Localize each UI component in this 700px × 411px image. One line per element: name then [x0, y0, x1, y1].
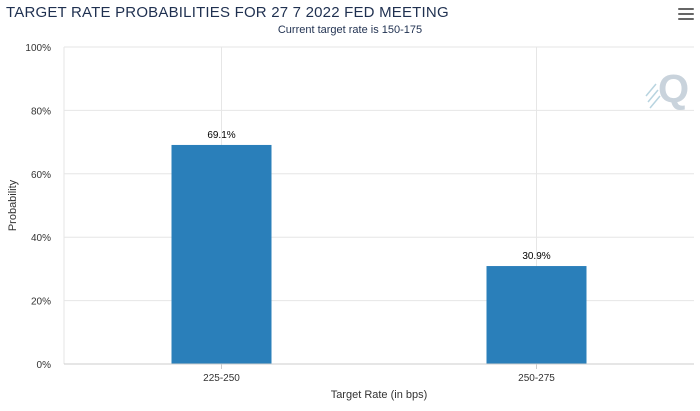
quikstrike-logo-icon: Q: [645, 67, 689, 111]
data-label: 30.9%: [522, 251, 550, 262]
y-tick-label: 100%: [25, 43, 51, 54]
data-labels: 69.1% 30.9%: [207, 130, 550, 262]
chart-subtitle: Current target rate is 150-175: [277, 24, 423, 36]
bars: [171, 144, 587, 364]
bar-225-250[interactable]: [171, 144, 272, 364]
y-tick-label: 20%: [31, 297, 51, 308]
y-tick-label: 0%: [37, 360, 52, 371]
y-axis-ticks: 0% 20% 40% 60% 80% 100%: [25, 43, 51, 371]
y-tick-label: 40%: [31, 233, 51, 244]
y-tick-label: 60%: [31, 170, 51, 181]
x-axis-label: Target Rate (in bps): [331, 389, 428, 401]
x-axis-ticks: 225-250 250-275: [203, 364, 555, 384]
watermark-letter: Q: [658, 67, 689, 111]
y-tick-label: 80%: [31, 106, 51, 117]
chart-title: TARGET RATE PROBABILITIES FOR 27 7 2022 …: [6, 4, 449, 21]
bar-250-275[interactable]: [486, 266, 587, 364]
x-tick-label: 250-275: [518, 373, 555, 384]
y-axis-label: Probability: [7, 179, 19, 231]
hamburger-menu-icon[interactable]: [678, 8, 694, 22]
x-tick-label: 225-250: [203, 373, 240, 384]
grid-lines: [63, 46, 694, 364]
data-label: 69.1%: [207, 130, 235, 141]
